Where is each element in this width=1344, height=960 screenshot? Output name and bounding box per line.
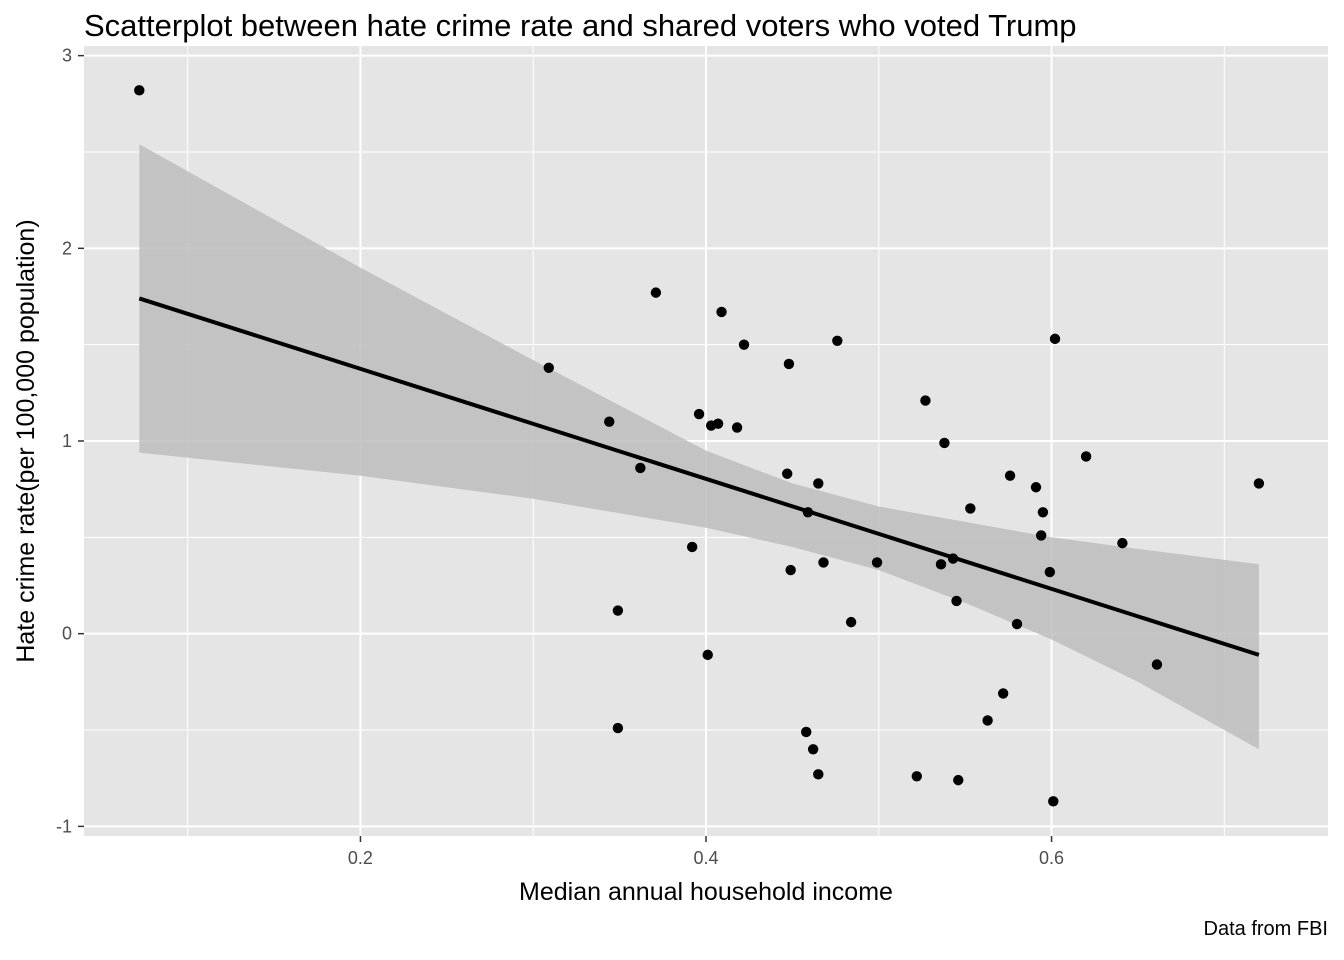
data-point [604,416,615,427]
data-point [807,744,819,755]
y-tick-label: 0 [62,624,72,644]
data-point [693,408,705,420]
x-axis-title: Median annual household income [519,878,893,906]
y-tick-label: 1 [62,431,72,451]
x-axis: 0.2 0.4 0.6 [348,836,1064,868]
data-point [782,468,793,479]
regression-line [138,296,1260,657]
chart-title: Scatterplot between hate crime rate and … [84,8,1077,43]
data-point [1049,333,1061,345]
data-point [612,605,624,616]
data-point [818,557,829,568]
data-point [1011,618,1023,630]
data-point [702,649,713,661]
data-points [134,85,1265,807]
data-point [686,541,698,553]
data-point [965,503,976,514]
data-point [1048,796,1059,807]
y-axis: -1 0 1 2 3 [56,46,84,836]
data-point [802,507,814,518]
data-point [871,557,883,568]
x-tick-label: 0.6 [1039,848,1064,868]
y-tick-label: 3 [62,46,72,66]
data-point [911,771,922,782]
data-point [801,726,812,738]
data-point [920,395,931,406]
y-tick-label: 2 [62,238,72,258]
data-point [951,595,962,607]
data-point [982,715,993,726]
data-point [731,422,743,433]
x-tick-label: 0.4 [693,848,718,868]
data-point [947,553,959,564]
chart-caption: Data from FBI [1203,918,1328,940]
data-point [813,478,824,489]
data-point [1151,659,1163,670]
data-point [1030,482,1042,493]
data-point [953,774,964,786]
data-point [712,418,724,429]
data-point [738,339,750,350]
data-point [935,559,947,570]
data-point [650,287,662,298]
data-point [939,437,950,449]
data-point [832,335,843,347]
data-point [134,85,145,96]
x-tick-label: 0.2 [348,848,373,868]
data-point [635,462,646,474]
data-point [997,688,1009,699]
data-point [845,616,857,628]
data-point [1044,566,1056,578]
data-point [1253,478,1265,489]
data-point [1117,537,1128,549]
data-point [1004,470,1016,481]
confidence-band [139,144,1259,750]
data-point [543,362,554,373]
data-point [612,722,624,734]
data-point [1080,451,1092,462]
data-point [813,769,824,780]
data-point [783,358,795,370]
y-tick-label: -1 [56,816,72,836]
y-axis-title: Hate crime rate(per 100,000 population) [12,219,40,662]
data-point [1035,530,1047,541]
data-point [785,564,796,576]
data-point [1037,507,1049,518]
data-point [716,306,727,318]
